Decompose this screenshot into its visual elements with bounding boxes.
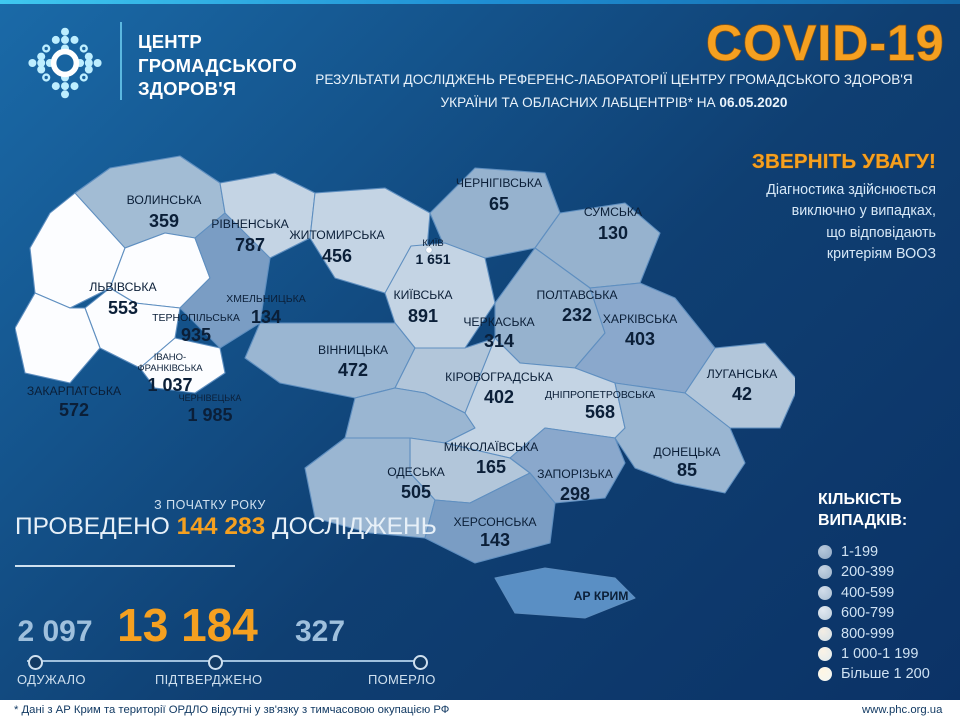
svg-text:ЧЕРКАСЬКА: ЧЕРКАСЬКА xyxy=(463,315,535,329)
svg-text:ЗАПОРІЗЬКА: ЗАПОРІЗЬКА xyxy=(537,467,614,481)
svg-text:РІВНЕНСЬКА: РІВНЕНСЬКА xyxy=(211,217,289,231)
svg-text:ЧЕРНІГІВСЬКА: ЧЕРНІГІВСЬКА xyxy=(456,176,543,190)
svg-text:935: 935 xyxy=(181,325,211,345)
svg-text:572: 572 xyxy=(59,400,89,420)
svg-text:553: 553 xyxy=(108,298,138,318)
svg-text:ХМЕЛЬНИЦЬКА: ХМЕЛЬНИЦЬКА xyxy=(226,293,305,305)
svg-text:ФРАНКІВСЬКА: ФРАНКІВСЬКА xyxy=(137,363,203,374)
svg-text:1 037: 1 037 xyxy=(147,375,192,395)
svg-text:130: 130 xyxy=(598,223,628,243)
svg-text:ТЕРНОПІЛЬСЬКА: ТЕРНОПІЛЬСЬКА xyxy=(152,312,240,324)
svg-text:ОДЕСЬКА: ОДЕСЬКА xyxy=(387,465,445,479)
svg-text:143: 143 xyxy=(480,530,510,550)
svg-text:232: 232 xyxy=(562,305,592,325)
svg-text:ЖИТОМИРСЬКА: ЖИТОМИРСЬКА xyxy=(289,228,385,242)
svg-text:85: 85 xyxy=(677,460,697,480)
svg-text:АР КРИМ: АР КРИМ xyxy=(574,589,629,603)
svg-text:ЗАКАРПАТСЬКА: ЗАКАРПАТСЬКА xyxy=(27,384,122,398)
svg-text:359: 359 xyxy=(149,211,179,231)
svg-text:ЧЕРНІВЕЦЬКА: ЧЕРНІВЕЦЬКА xyxy=(179,393,242,403)
svg-text:КІРОВОГРАДСЬКА: КІРОВОГРАДСЬКА xyxy=(445,370,554,384)
svg-text:МИКОЛАЇВСЬКА: МИКОЛАЇВСЬКА xyxy=(444,440,539,454)
svg-text:ЛУГАНСЬКА: ЛУГАНСЬКА xyxy=(707,367,778,381)
svg-text:298: 298 xyxy=(560,484,590,504)
svg-text:1 651: 1 651 xyxy=(415,251,450,267)
svg-text:1 985: 1 985 xyxy=(187,405,232,425)
svg-text:КИЇВСЬКА: КИЇВСЬКА xyxy=(394,288,454,302)
svg-text:ІВАНО-: ІВАНО- xyxy=(154,352,186,363)
svg-text:ХАРКІВСЬКА: ХАРКІВСЬКА xyxy=(603,312,678,326)
svg-text:314: 314 xyxy=(484,331,514,351)
svg-text:787: 787 xyxy=(235,235,265,255)
svg-text:505: 505 xyxy=(401,482,431,502)
svg-text:134: 134 xyxy=(251,307,281,327)
svg-text:СУМСЬКА: СУМСЬКА xyxy=(584,205,643,219)
svg-text:403: 403 xyxy=(625,329,655,349)
svg-text:ДНІПРОПЕТРОВСЬКА: ДНІПРОПЕТРОВСЬКА xyxy=(545,389,655,401)
svg-text:65: 65 xyxy=(489,194,509,214)
svg-text:456: 456 xyxy=(322,246,352,266)
svg-text:42: 42 xyxy=(732,384,752,404)
svg-text:ПОЛТАВСЬКА: ПОЛТАВСЬКА xyxy=(536,288,618,302)
svg-text:472: 472 xyxy=(338,360,368,380)
svg-text:ХЕРСОНСЬКА: ХЕРСОНСЬКА xyxy=(453,515,537,529)
svg-text:ВОЛИНСЬКА: ВОЛИНСЬКА xyxy=(127,193,203,207)
svg-text:891: 891 xyxy=(408,306,438,326)
svg-text:ВІННИЦЬКА: ВІННИЦЬКА xyxy=(318,343,389,357)
svg-text:ДОНЕЦЬКА: ДОНЕЦЬКА xyxy=(654,445,722,459)
svg-text:402: 402 xyxy=(484,387,514,407)
svg-text:ЛЬВІВСЬКА: ЛЬВІВСЬКА xyxy=(89,280,157,294)
svg-text:165: 165 xyxy=(476,457,506,477)
svg-text:КИЇВ: КИЇВ xyxy=(422,238,443,249)
svg-text:568: 568 xyxy=(585,402,615,422)
